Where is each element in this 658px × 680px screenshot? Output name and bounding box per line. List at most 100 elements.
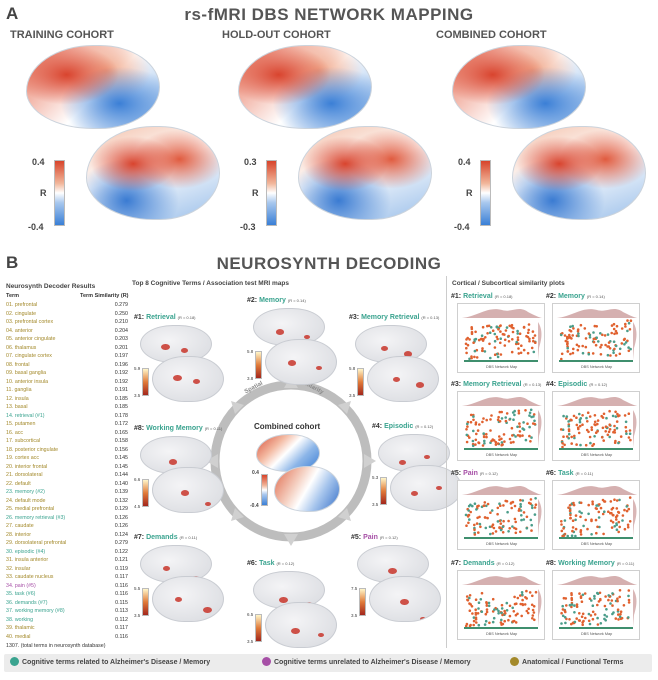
scatter-point (595, 325, 598, 328)
scatter-point (473, 349, 477, 353)
scatter-point (483, 350, 487, 353)
term-name: 13. basal (6, 404, 28, 410)
scatter-point (568, 329, 571, 332)
scatter-point (485, 504, 488, 508)
scatter-point (590, 599, 593, 602)
density-curve (557, 576, 637, 585)
term-value: 0.116 (115, 633, 128, 640)
scatter-point (508, 614, 512, 618)
scatter-point (478, 522, 482, 526)
scatter-point (528, 339, 531, 343)
term-value: 0.192 (114, 370, 128, 376)
scatter-point (471, 439, 475, 443)
scatter-point (529, 518, 533, 522)
scatter-point (573, 436, 576, 440)
term-value: 0.191 (114, 387, 128, 393)
scatter-point (530, 346, 534, 350)
map-title: #6: Task (R = 0.12) (247, 560, 294, 567)
term-name: 09. basal ganglia (6, 370, 47, 376)
scatter-svg (557, 309, 637, 362)
scatter-point (493, 346, 497, 349)
scatter-point (595, 504, 598, 507)
term-value: 0.115 (115, 599, 128, 606)
scatter-point (533, 513, 537, 516)
scatter-point (522, 518, 526, 521)
scatter-point (629, 438, 632, 442)
map-max: 5.8 (247, 349, 254, 354)
scatter-point (591, 610, 595, 614)
subcortical-band (464, 537, 538, 539)
scatter-point (627, 412, 631, 415)
scatter-point (467, 509, 470, 512)
scatter-point (531, 506, 534, 510)
panel-a-letter: A (6, 4, 19, 23)
scatter-point (610, 331, 613, 335)
table-row: 38. working 0.112 (6, 616, 128, 624)
activation-spot (416, 382, 424, 388)
activation-spot (393, 377, 400, 382)
scatter-point (468, 624, 472, 628)
scatter-point (529, 440, 532, 443)
scatter-point (608, 423, 611, 426)
scatter-point (614, 329, 618, 333)
scatter-point (624, 420, 628, 424)
scatter-svg (557, 397, 637, 450)
scatter-point (581, 344, 584, 348)
scatter-point (485, 610, 489, 614)
scatter-point (485, 604, 489, 607)
term-name: 19. cortex acc (6, 455, 39, 461)
scatter-point (520, 591, 524, 594)
scatter-point (604, 595, 607, 598)
scatter-point (593, 414, 597, 417)
total-note: 1307. (total terms in neurosynth databas… (6, 643, 106, 649)
brain-medial (238, 45, 372, 129)
scatter-point (568, 618, 571, 621)
term-name: 33. caudate nucleus (6, 574, 54, 580)
scatter-point (504, 419, 508, 423)
scatter-point (570, 603, 574, 606)
scatter-point (505, 412, 509, 415)
term-name: 37. working memory (#8) (6, 608, 65, 614)
map-r: (R = 0.12) (415, 424, 434, 429)
term-name: 22. default (6, 480, 31, 487)
term-value: 0.185 (114, 404, 128, 410)
scatter-point (477, 441, 481, 445)
scatter-point (499, 522, 503, 525)
scatter-point (485, 601, 488, 604)
scatter-point (614, 354, 618, 357)
term-value: 0.197 (114, 353, 128, 359)
term-name: 40. medial (6, 633, 31, 640)
subcortical-band (464, 448, 538, 450)
scatter-point (568, 333, 571, 337)
scatter-point (490, 414, 493, 417)
table-row: 28. interior 0.124 (6, 531, 128, 539)
scatter-point (530, 504, 534, 507)
map-min: 3.5 (134, 613, 141, 618)
scatter-point (623, 527, 627, 531)
map-term: Working Memory (146, 425, 203, 432)
scatter-point (575, 603, 579, 606)
col-similarity-header: Term Similarity (R) (80, 293, 129, 299)
scatter-point (483, 439, 486, 443)
plot-title: #4: Episodic (R = 0.12) (546, 381, 607, 388)
scatter-point (615, 522, 618, 525)
activation-spot (404, 351, 412, 357)
scatter-point (587, 503, 590, 507)
scatter-point (464, 342, 468, 346)
term-name: 29. dorsolateral prefrontal (6, 540, 67, 546)
scatter-point (524, 409, 527, 412)
scatter-point (625, 509, 629, 513)
table-row: 31. insula anterior 0.121 (6, 556, 128, 564)
subcortical-band (559, 627, 633, 629)
term-name: 26. memory retrieval (#3) (6, 514, 66, 521)
scatter-point (602, 412, 606, 416)
table-row: 25. medial prefrontal 0.129 (6, 505, 128, 513)
scatter-point (483, 501, 487, 504)
scatter-point (500, 410, 503, 414)
scatter-point (531, 614, 535, 617)
scatter-point (602, 532, 605, 536)
scatter-point (581, 423, 584, 426)
scatter-point (496, 418, 500, 422)
scatter-point (465, 440, 469, 444)
scatter-point (516, 596, 520, 600)
